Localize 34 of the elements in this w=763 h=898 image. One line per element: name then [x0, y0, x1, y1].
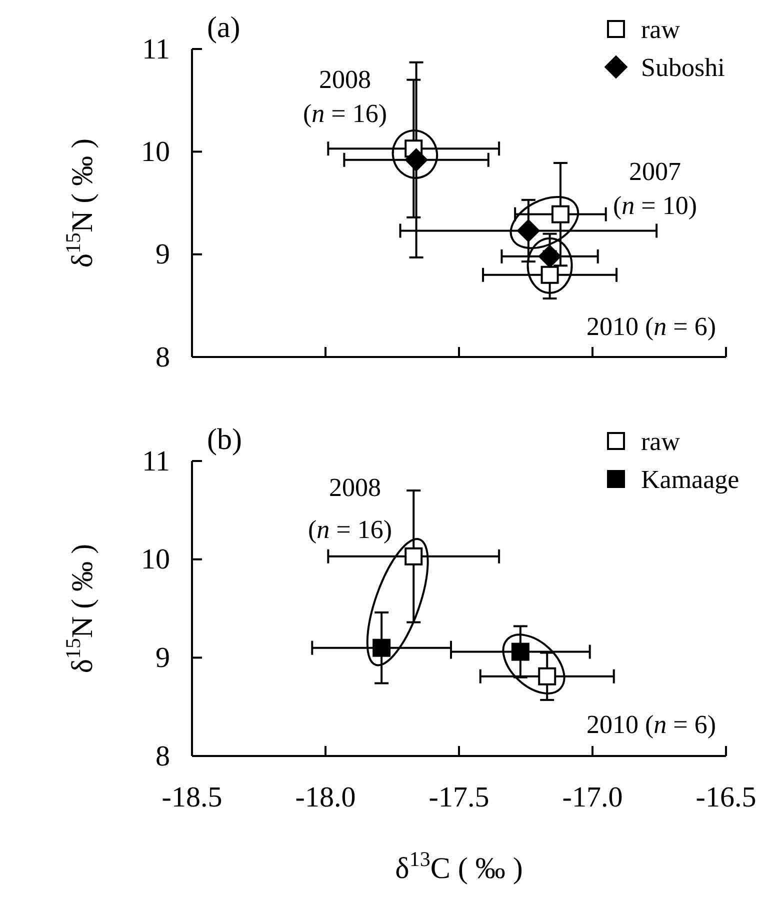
x-tick-label: -16.5 — [696, 782, 756, 814]
x-tick-label: -17.5 — [428, 782, 490, 814]
chart-title: (b) — [207, 423, 242, 456]
y-tick-label: 10 — [141, 544, 170, 576]
point — [538, 667, 556, 686]
annotation: (n = 16) — [308, 515, 392, 544]
annotation: 2010 (n = 6) — [586, 710, 716, 739]
y-tick-label: 11 — [142, 33, 170, 66]
x-tick-label: -17.0 — [562, 782, 623, 814]
x-axis-title: δ$^{13}$C ( ‰ ) — [395, 847, 523, 885]
point — [551, 205, 570, 224]
y-tick-label: 8 — [156, 740, 170, 772]
point — [372, 638, 391, 657]
chart-title: (a) — [207, 11, 240, 44]
y-tick-label: 11 — [142, 445, 170, 478]
legend-label: raw — [641, 15, 680, 44]
point — [516, 219, 540, 242]
y-tick-label: 9 — [156, 642, 170, 674]
point — [511, 642, 530, 661]
legend-label: Suboshi — [641, 53, 725, 82]
legend-label: Kamaage — [641, 465, 740, 494]
y-tick-label: 10 — [141, 136, 170, 168]
y-tick-label: 8 — [156, 341, 170, 374]
point — [404, 547, 423, 566]
annotation: (n = 10) — [613, 191, 697, 220]
annotation: 2008 — [329, 473, 381, 502]
x-tick-label: -18.5 — [162, 782, 222, 814]
legend-label: raw — [641, 427, 680, 456]
x-tick-label: -18.0 — [295, 782, 356, 814]
annotation: (n = 16) — [303, 99, 387, 128]
annotation: 2008 — [319, 65, 371, 94]
y-tick-label: 9 — [156, 238, 170, 271]
annotation: 2007 — [629, 157, 681, 186]
annotation: 2010 (n = 6) — [586, 312, 716, 341]
